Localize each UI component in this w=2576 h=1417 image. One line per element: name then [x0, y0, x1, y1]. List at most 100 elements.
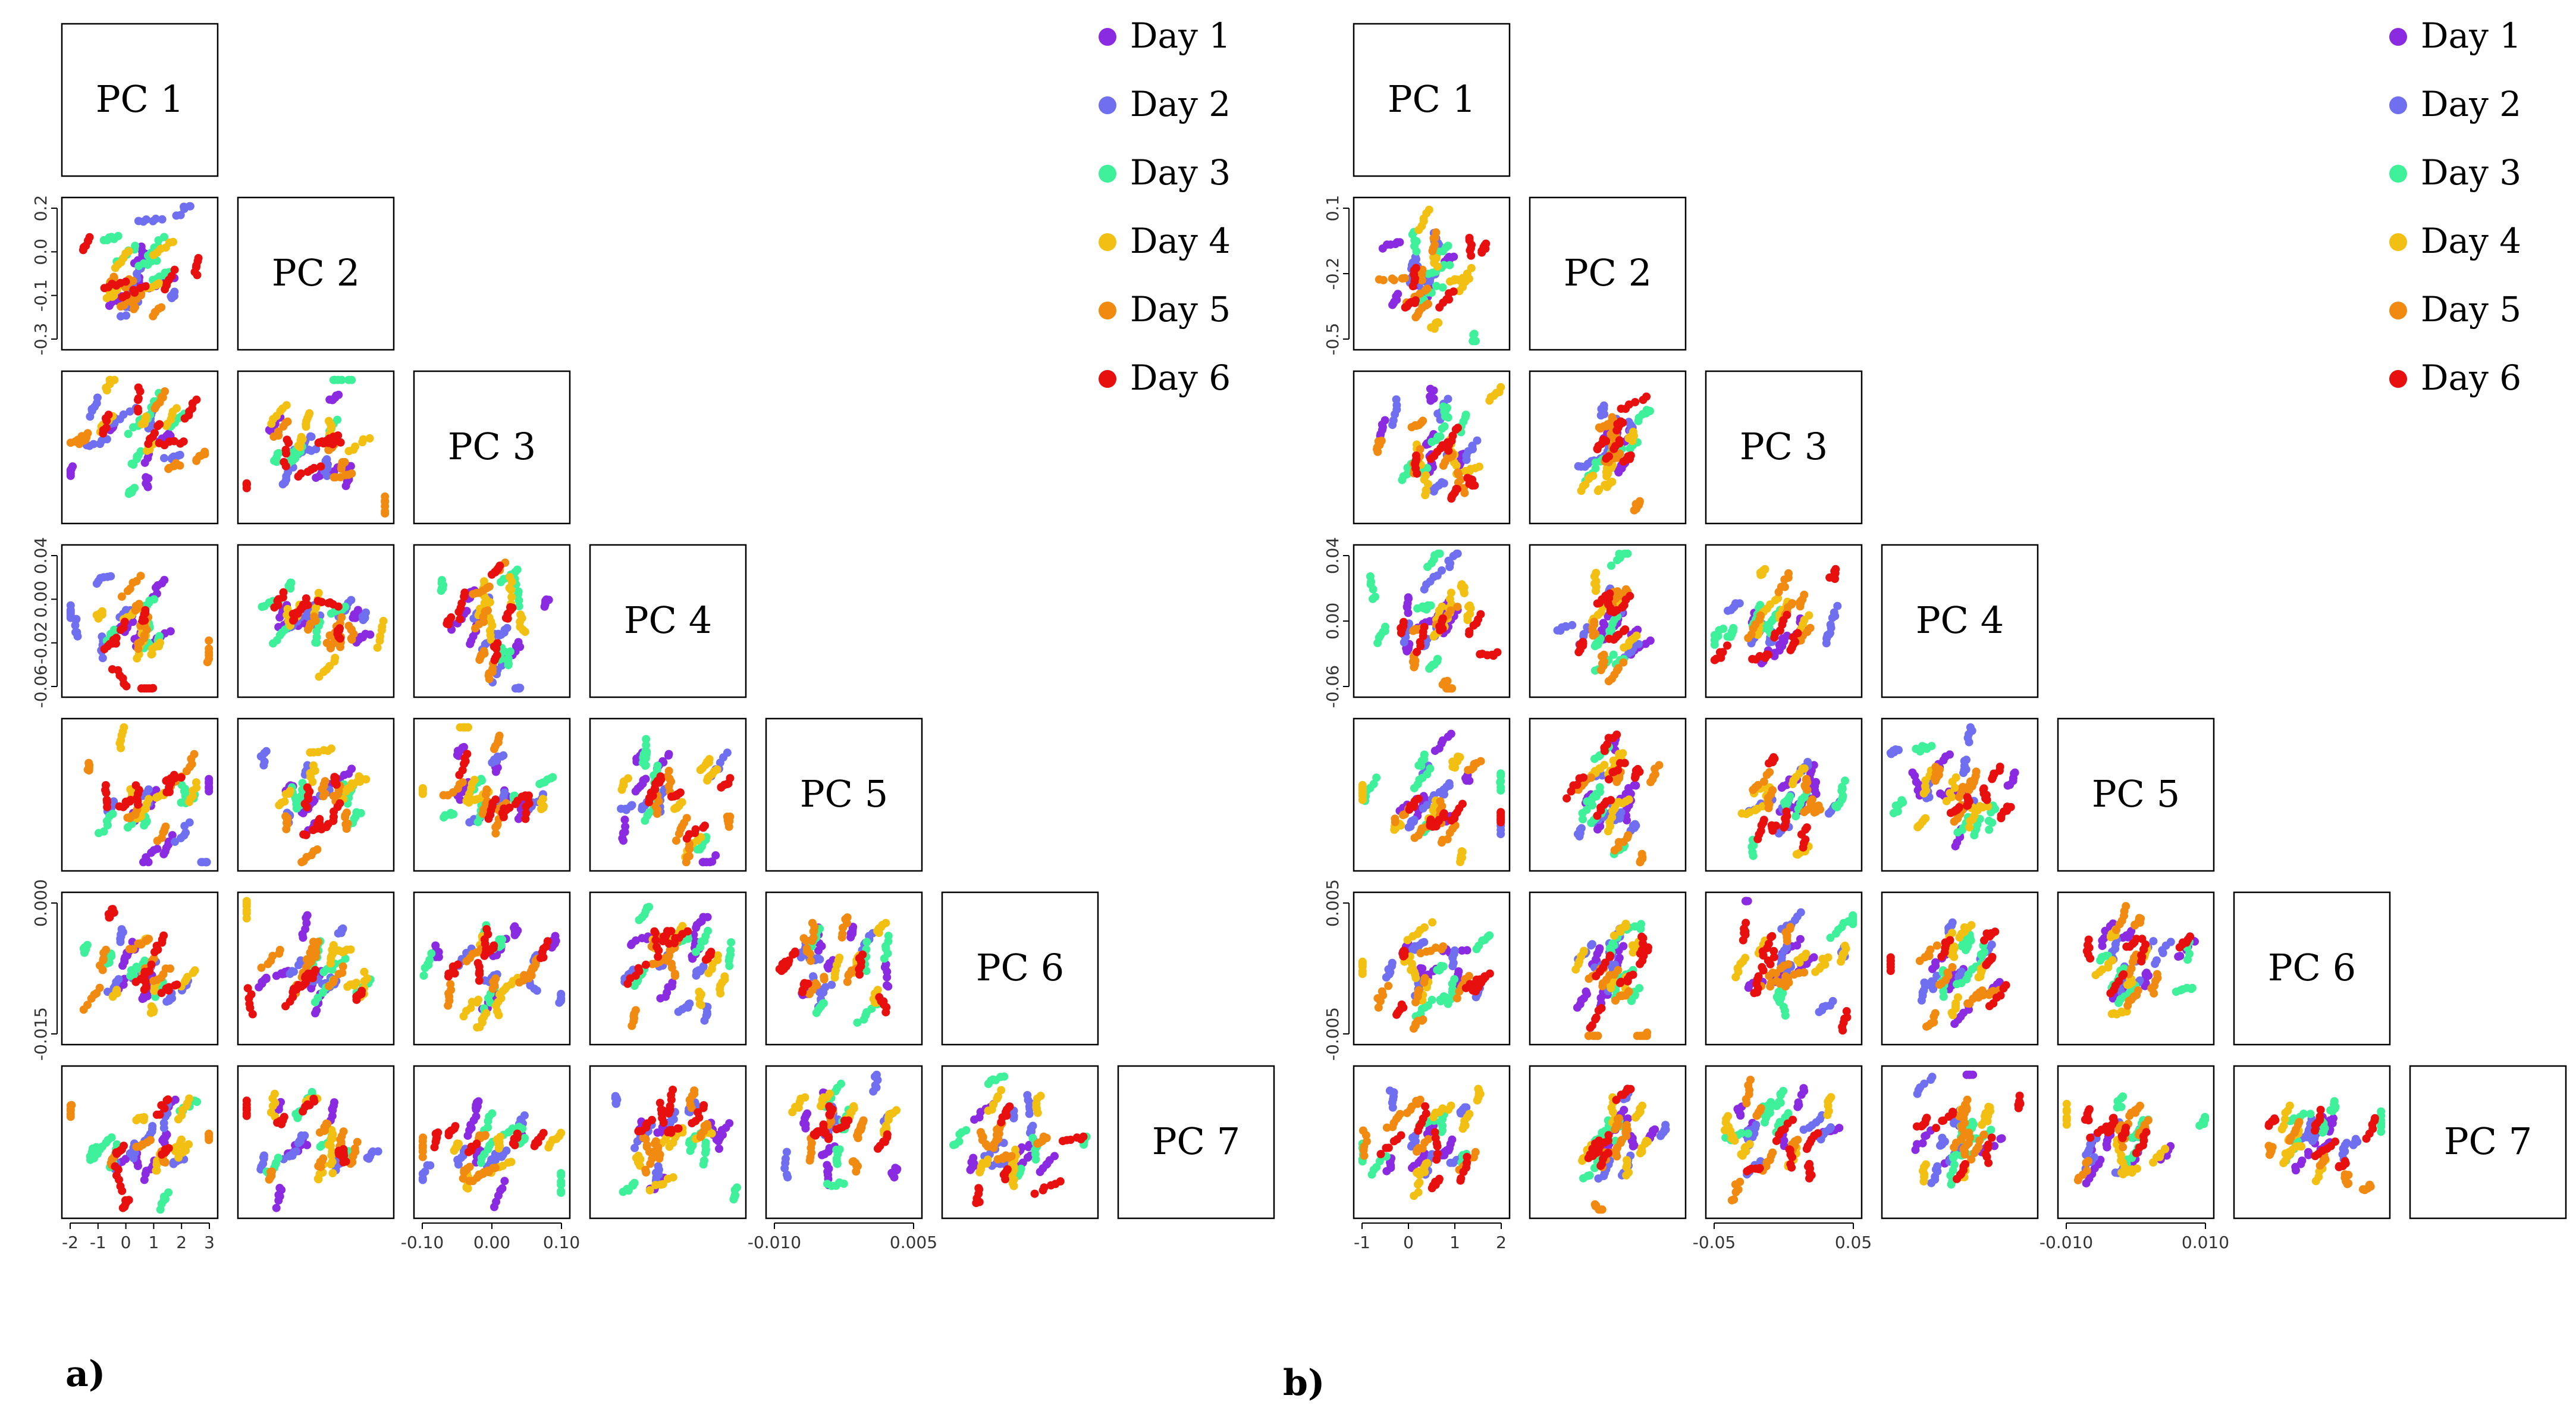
legend-label: Day 4	[1130, 221, 1231, 261]
data-point-day-6	[819, 1120, 828, 1129]
data-point-day-4	[634, 1151, 643, 1160]
data-point-day-6	[302, 830, 310, 839]
data-point-day-2	[117, 925, 126, 934]
data-point-day-4	[346, 945, 355, 954]
data-point-day-5	[802, 944, 811, 953]
data-point-day-5	[465, 1162, 474, 1171]
data-point-day-5	[702, 1120, 711, 1128]
data-point-day-4	[1629, 428, 1637, 436]
data-point-day-4	[177, 1135, 186, 1144]
data-point-day-2	[520, 1111, 529, 1120]
data-point-day-6	[451, 1122, 460, 1131]
data-point-day-5	[446, 980, 455, 989]
data-point-day-4	[1422, 471, 1430, 480]
data-point-day-3	[356, 808, 365, 817]
data-point-day-5	[1454, 468, 1462, 477]
scatter-cell-7-1	[61, 1065, 219, 1220]
diagonal-variable-label: PC 2	[1564, 251, 1652, 294]
diagonal-cell-6-6: PC 6	[941, 891, 1099, 1046]
data-point-day-3	[193, 1098, 202, 1106]
data-point-day-3	[548, 773, 557, 782]
data-point-day-4	[305, 409, 314, 418]
data-point-day-3	[1440, 422, 1449, 431]
data-point-day-1	[160, 576, 169, 584]
data-point-day-3	[1000, 1072, 1009, 1081]
data-point-day-6	[539, 1128, 548, 1137]
data-point-day-5	[993, 1130, 1001, 1139]
data-point-day-2	[1444, 394, 1452, 403]
data-point-day-3	[1719, 625, 1728, 633]
diagonal-cell-5-5: PC 5	[765, 717, 923, 872]
data-point-day-2	[142, 215, 150, 224]
data-point-day-6	[302, 594, 310, 603]
data-point-day-6	[1452, 485, 1461, 494]
data-point-day-6	[1482, 239, 1491, 248]
data-point-day-2	[500, 788, 509, 797]
data-point-day-1	[1380, 416, 1389, 425]
data-point-day-4	[881, 1121, 890, 1130]
data-point-day-6	[335, 624, 344, 633]
data-point-day-6	[472, 1139, 481, 1148]
data-point-day-4	[705, 755, 714, 764]
point-cloud	[1574, 392, 1654, 515]
data-point-day-3	[107, 1133, 116, 1142]
data-point-day-6	[311, 965, 319, 974]
data-point-day-6	[726, 774, 735, 783]
data-point-day-5	[1379, 275, 1388, 284]
data-point-day-5	[685, 852, 694, 861]
tick-label: -0.10	[401, 1233, 444, 1252]
data-point-day-5	[338, 962, 347, 971]
data-point-day-4	[464, 723, 472, 732]
legend-item-day-4: Day 4	[1099, 221, 1231, 261]
scatter-cell-7-6	[941, 1065, 1099, 1220]
data-point-day-5	[639, 1133, 648, 1142]
point-cloud	[1373, 383, 1505, 503]
scatter-cell-2-1	[61, 196, 219, 351]
data-point-day-6	[667, 927, 676, 936]
data-point-day-2	[499, 751, 508, 760]
data-point-day-6	[167, 272, 176, 281]
legend-label: Day 2	[1130, 84, 1231, 124]
data-point-day-6	[120, 1142, 128, 1150]
scatter-cell-4-2	[237, 544, 395, 698]
data-point-day-4	[1433, 318, 1442, 327]
data-point-day-5	[808, 918, 817, 927]
cell-frame	[61, 23, 219, 177]
data-point-day-6	[1449, 287, 1458, 296]
data-point-day-1	[153, 844, 162, 853]
data-point-day-5	[1608, 413, 1617, 422]
data-point-day-3	[1426, 601, 1435, 610]
data-point-day-6	[149, 684, 158, 692]
legend-label: Day 1	[1130, 15, 1231, 56]
data-point-day-5	[95, 983, 104, 992]
cell-frame	[237, 196, 395, 351]
data-point-day-6	[691, 825, 700, 834]
data-point-day-4	[155, 279, 164, 288]
data-point-day-6	[434, 1128, 443, 1137]
data-point-day-1	[275, 1184, 284, 1192]
data-point-day-4	[360, 967, 369, 976]
scatter-cell-3-2	[1529, 370, 1687, 525]
data-point-day-6	[111, 1162, 120, 1171]
data-point-day-5	[843, 913, 852, 922]
point-cloud	[66, 1094, 214, 1214]
data-point-day-5	[67, 1101, 76, 1109]
data-point-day-5	[190, 750, 199, 758]
data-point-day-4	[331, 654, 340, 662]
data-point-day-4	[713, 765, 721, 774]
data-point-day-6	[338, 1148, 347, 1157]
data-point-day-5	[479, 1168, 488, 1177]
data-point-day-3	[514, 602, 523, 611]
data-point-day-5	[353, 1137, 362, 1146]
data-point-day-4	[474, 995, 483, 1004]
data-point-day-2	[160, 454, 168, 463]
data-point-day-6	[634, 964, 643, 973]
tick-label: 0.0	[31, 239, 51, 265]
data-point-day-6	[1631, 398, 1640, 406]
data-point-day-6	[1465, 234, 1474, 242]
data-point-day-1	[347, 764, 356, 773]
data-point-day-1	[969, 1153, 978, 1162]
data-point-day-2	[1568, 620, 1577, 629]
tick-label: 2	[176, 1233, 187, 1252]
